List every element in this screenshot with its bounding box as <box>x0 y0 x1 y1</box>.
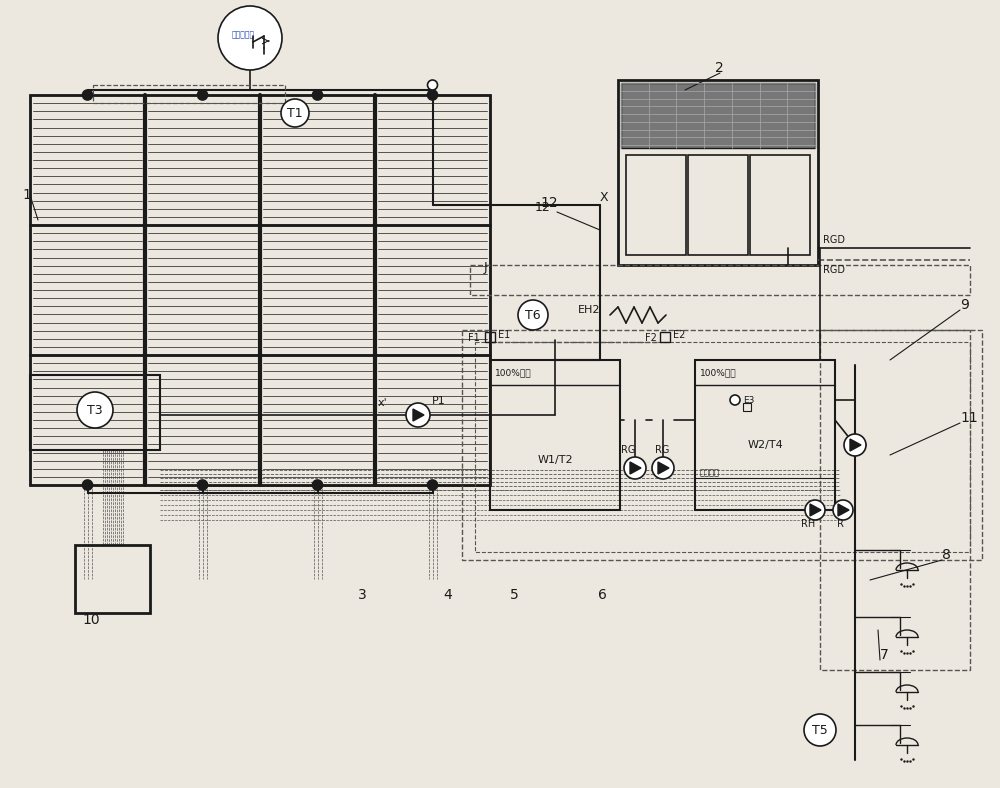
Circle shape <box>406 403 430 427</box>
Bar <box>145 95 260 225</box>
Text: 7: 7 <box>880 648 889 662</box>
Circle shape <box>804 714 836 746</box>
Polygon shape <box>658 462 669 474</box>
Bar <box>260 355 375 485</box>
Text: 自動排氣閥: 自動排氣閥 <box>232 30 255 39</box>
Text: E3: E3 <box>743 396 754 404</box>
Bar <box>145 225 260 355</box>
Text: 保能水位: 保能水位 <box>700 468 720 477</box>
Circle shape <box>198 90 208 100</box>
Text: RGD: RGD <box>823 265 845 275</box>
Text: x': x' <box>378 398 388 408</box>
Circle shape <box>844 434 866 456</box>
Text: W1/T2: W1/T2 <box>537 455 573 465</box>
Circle shape <box>805 500 825 520</box>
Bar <box>260 95 375 225</box>
Circle shape <box>428 480 438 490</box>
Bar <box>626 155 686 255</box>
Bar <box>485 332 495 342</box>
Text: X: X <box>600 191 609 203</box>
Text: RH: RH <box>801 519 815 529</box>
Circle shape <box>198 480 208 490</box>
Bar <box>92 85 285 103</box>
Bar <box>375 225 490 355</box>
Text: 100%水位: 100%水位 <box>495 368 532 377</box>
Polygon shape <box>630 462 641 474</box>
Circle shape <box>312 480 322 490</box>
Text: 5: 5 <box>510 588 519 602</box>
Bar <box>618 80 818 265</box>
Bar <box>30 375 160 450</box>
Circle shape <box>218 6 282 70</box>
Text: EH2: EH2 <box>578 305 600 315</box>
Bar <box>490 360 620 510</box>
Text: F1: F1 <box>468 333 480 343</box>
Text: E2: E2 <box>673 330 685 340</box>
Bar <box>660 332 670 342</box>
Polygon shape <box>850 439 861 451</box>
Circle shape <box>77 392 113 428</box>
Bar <box>75 545 150 613</box>
Text: 100%水位: 100%水位 <box>700 368 737 377</box>
Bar <box>375 355 490 485</box>
Bar <box>750 155 810 255</box>
Circle shape <box>312 90 322 100</box>
Text: 9: 9 <box>960 298 969 312</box>
Text: T6: T6 <box>525 308 541 322</box>
Text: 3: 3 <box>358 588 367 602</box>
Bar <box>260 225 375 355</box>
Text: E1: E1 <box>498 330 510 340</box>
Circle shape <box>281 99 309 127</box>
Text: 12: 12 <box>540 196 558 210</box>
Bar <box>743 403 751 411</box>
Text: T1: T1 <box>287 106 303 120</box>
Bar <box>621 83 815 148</box>
Polygon shape <box>413 409 424 421</box>
Text: T5: T5 <box>812 723 828 737</box>
Bar <box>30 95 490 485</box>
Circle shape <box>652 457 674 479</box>
Text: R: R <box>837 519 844 529</box>
Bar <box>30 95 145 225</box>
Text: 10: 10 <box>82 613 100 627</box>
Polygon shape <box>838 504 849 516</box>
Bar <box>462 330 982 560</box>
Circle shape <box>82 90 92 100</box>
Text: RGD: RGD <box>823 235 845 245</box>
Bar <box>30 355 145 485</box>
Bar <box>820 330 970 670</box>
Text: J: J <box>484 262 488 274</box>
Circle shape <box>624 457 646 479</box>
Polygon shape <box>810 504 821 516</box>
Text: 4: 4 <box>443 588 452 602</box>
Circle shape <box>428 80 438 90</box>
Text: 2: 2 <box>715 61 724 75</box>
Text: W2/T4: W2/T4 <box>747 440 783 450</box>
Bar <box>145 355 260 485</box>
Bar <box>30 225 145 355</box>
Text: 11: 11 <box>960 411 978 425</box>
Text: 8: 8 <box>942 548 951 562</box>
Circle shape <box>428 90 438 100</box>
Text: 12: 12 <box>535 200 551 214</box>
Text: T3: T3 <box>87 403 103 417</box>
Bar <box>688 155 748 255</box>
Text: 6: 6 <box>598 588 607 602</box>
Bar <box>695 360 835 510</box>
Bar <box>375 95 490 225</box>
Circle shape <box>833 500 853 520</box>
Text: P1: P1 <box>432 396 446 406</box>
Text: F2: F2 <box>645 333 657 343</box>
Bar <box>475 342 970 552</box>
Text: RG: RG <box>655 445 669 455</box>
Circle shape <box>82 480 92 490</box>
Circle shape <box>518 300 548 330</box>
Text: RG: RG <box>621 445 635 455</box>
Text: 1: 1 <box>22 188 31 202</box>
Circle shape <box>730 395 740 405</box>
Bar <box>470 265 970 295</box>
